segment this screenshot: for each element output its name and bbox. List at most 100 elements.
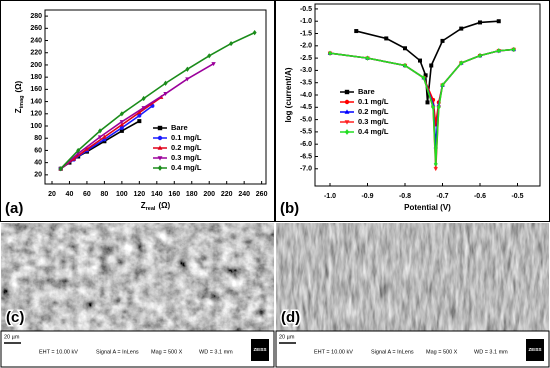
marker bbox=[496, 48, 501, 54]
y-tick-label: 260 bbox=[30, 25, 42, 32]
y-tick-label: -2.5 bbox=[300, 55, 312, 62]
marker bbox=[229, 40, 234, 47]
panel-frame bbox=[0, 0, 275, 222]
y-tick-label: -2.0 bbox=[300, 43, 312, 50]
legend-label: 0.1 mg/L bbox=[171, 133, 202, 142]
info-text: Mag = 500 X bbox=[426, 349, 458, 355]
xlabel-unit: (Ω) bbox=[158, 201, 170, 210]
series-line bbox=[329, 48, 514, 164]
y-tick-label: -4.5 bbox=[300, 104, 312, 111]
x-tick-label: 160 bbox=[168, 191, 180, 198]
panel-label: (d) bbox=[281, 309, 300, 326]
marker bbox=[365, 55, 370, 61]
legend-marker bbox=[344, 89, 350, 95]
y-tick-label: -0.5 bbox=[300, 6, 312, 13]
x-tick-label: -0.5 bbox=[511, 193, 523, 200]
marker bbox=[163, 92, 168, 97]
info-text: WD = 3.1 mm bbox=[474, 349, 508, 355]
marker bbox=[425, 100, 430, 105]
x-tick-label: -0.9 bbox=[361, 193, 373, 200]
legend-label: 0.1 mg/L bbox=[358, 97, 389, 106]
xlabel-sub: real bbox=[146, 206, 156, 212]
marker bbox=[141, 106, 146, 111]
marker bbox=[119, 128, 124, 133]
ylabel-unit: (Ω) bbox=[14, 80, 23, 92]
panel-label: (c) bbox=[6, 309, 24, 326]
legend-marker bbox=[157, 145, 163, 150]
info-bar bbox=[275, 330, 550, 368]
y-tick-label: -1.0 bbox=[300, 18, 312, 25]
x-tick-label: -0.7 bbox=[436, 193, 448, 200]
xlabel-main: Potential (V) bbox=[404, 203, 451, 212]
legend-label: 0.2 mg/L bbox=[171, 143, 202, 152]
marker bbox=[98, 128, 103, 134]
info-text: EHT = 10.00 kV bbox=[39, 349, 78, 355]
marker bbox=[252, 29, 257, 36]
y-tick-label: 180 bbox=[30, 74, 42, 81]
logo-box bbox=[251, 339, 269, 361]
y-tick-label: 140 bbox=[30, 98, 42, 105]
marker bbox=[354, 29, 359, 34]
x-tick-label: 120 bbox=[133, 191, 145, 198]
info-text: Mag = 500 X bbox=[151, 349, 183, 355]
marker bbox=[185, 77, 190, 82]
legend-marker bbox=[344, 120, 350, 125]
legend-marker bbox=[157, 125, 163, 131]
y-tick-label: -7.0 bbox=[300, 166, 312, 173]
x-tick-label: 200 bbox=[203, 191, 215, 198]
marker bbox=[328, 50, 332, 56]
scale-label: 20 µm bbox=[279, 334, 295, 340]
y-tick-label: -3.5 bbox=[300, 80, 312, 87]
legend-marker bbox=[344, 99, 350, 105]
info-text: WD = 3.1 mm bbox=[199, 349, 233, 355]
x-tick-label: 60 bbox=[83, 191, 91, 198]
legend-label: 0.3 mg/L bbox=[358, 117, 389, 126]
marker bbox=[440, 38, 445, 43]
marker bbox=[436, 104, 441, 110]
legend-marker bbox=[157, 156, 163, 161]
marker bbox=[185, 66, 190, 72]
marker bbox=[119, 125, 124, 130]
x-tick-label: -0.6 bbox=[474, 193, 486, 200]
y-tick-label: -5.0 bbox=[300, 116, 312, 123]
marker bbox=[421, 75, 426, 81]
x-tick-label: 20 bbox=[48, 191, 56, 198]
y-tick-label: 20 bbox=[34, 172, 42, 179]
y-tick-label: 60 bbox=[34, 147, 42, 154]
x-tick-label: -1.0 bbox=[324, 193, 336, 200]
y-axis-label: log (current/A) bbox=[284, 67, 293, 122]
marker bbox=[511, 46, 516, 53]
marker bbox=[478, 53, 482, 59]
x-tick-label: 40 bbox=[66, 191, 74, 198]
marker bbox=[433, 161, 438, 167]
logo-box bbox=[526, 339, 544, 361]
panel-label: (b) bbox=[280, 200, 299, 217]
y-tick-label: 100 bbox=[30, 123, 42, 130]
legend-label: 0.2 mg/L bbox=[358, 107, 389, 116]
x-tick-label: 80 bbox=[101, 191, 109, 198]
marker bbox=[119, 120, 125, 125]
marker bbox=[137, 119, 142, 124]
marker bbox=[84, 146, 90, 151]
y-tick-label: -5.5 bbox=[300, 129, 312, 136]
xlabel-main: Z bbox=[141, 201, 146, 210]
legend-label: 0.3 mg/L bbox=[171, 153, 202, 162]
logo-text: ZEISS bbox=[253, 347, 266, 352]
marker bbox=[429, 63, 434, 68]
marker bbox=[137, 113, 142, 118]
marker bbox=[403, 62, 407, 69]
info-text: Signal A = InLens bbox=[96, 349, 139, 355]
info-text: EHT = 10.00 kV bbox=[314, 349, 353, 355]
marker bbox=[418, 58, 422, 63]
y-tick-label: 120 bbox=[30, 111, 42, 118]
x-tick-label: -0.8 bbox=[399, 193, 411, 200]
y-tick-label: -4.0 bbox=[300, 92, 312, 99]
x-tick-label: 220 bbox=[221, 191, 233, 198]
x-tick-label: 260 bbox=[256, 191, 268, 198]
marker bbox=[433, 167, 438, 172]
legend-label: Bare bbox=[358, 87, 375, 96]
scale-label: 20 µm bbox=[4, 334, 20, 340]
panel-label: (a) bbox=[5, 200, 23, 217]
x-tick-label: 100 bbox=[116, 191, 128, 198]
